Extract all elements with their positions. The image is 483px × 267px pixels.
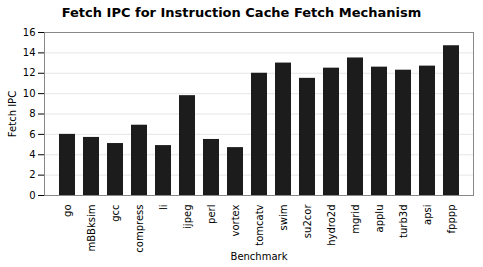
- svg-text:10: 10: [23, 88, 36, 99]
- svg-text:hydro2d: hydro2d: [326, 205, 337, 246]
- svg-text:mBBksim: mBBksim: [86, 205, 97, 252]
- svg-text:gcc: gcc: [110, 205, 121, 222]
- svg-text:compress: compress: [134, 205, 145, 253]
- svg-text:mgrid: mgrid: [350, 205, 361, 234]
- svg-text:apsi: apsi: [422, 205, 433, 225]
- svg-text:12: 12: [23, 67, 36, 78]
- svg-text:Fetch IPC: Fetch IPC: [7, 91, 18, 137]
- svg-text:4: 4: [29, 149, 35, 160]
- svg-text:14: 14: [23, 47, 36, 58]
- svg-text:fpppp: fpppp: [446, 205, 457, 234]
- svg-text:0: 0: [29, 190, 35, 201]
- svg-text:2: 2: [29, 169, 35, 180]
- svg-text:turb3d: turb3d: [398, 205, 409, 238]
- svg-text:perl: perl: [206, 205, 217, 224]
- svg-text:6: 6: [29, 129, 35, 140]
- svg-text:li: li: [158, 205, 169, 211]
- svg-text:8: 8: [29, 108, 35, 119]
- html-text:Fetch IPC for Instruction Cach: Fetch IPC for Instruction Cache Fetch Me…: [61, 5, 422, 20]
- svg-text:go: go: [62, 205, 73, 217]
- svg-text:Benchmark: Benchmark: [231, 251, 288, 262]
- svg-text:ijpeg: ijpeg: [182, 205, 193, 229]
- svg-text:swim: swim: [278, 205, 289, 231]
- svg-text:su2cor: su2cor: [302, 204, 313, 239]
- svg-text:tomcatv: tomcatv: [254, 204, 265, 245]
- svg-text:applu: applu: [374, 205, 385, 233]
- svg-text:16: 16: [23, 27, 36, 38]
- svg-text:vortex: vortex: [230, 204, 241, 236]
